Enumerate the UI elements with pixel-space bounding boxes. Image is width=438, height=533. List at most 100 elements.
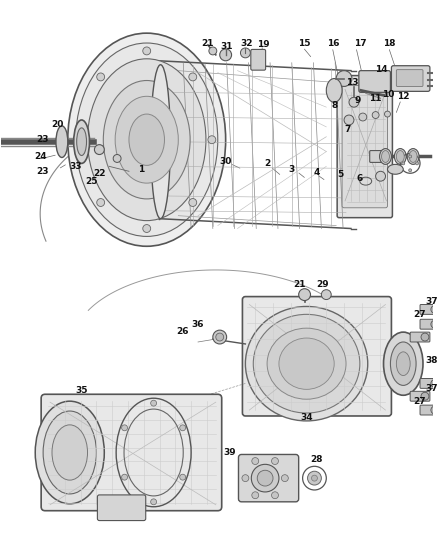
Circle shape [349, 98, 359, 107]
Text: 21: 21 [201, 38, 214, 47]
FancyBboxPatch shape [359, 71, 390, 92]
FancyBboxPatch shape [410, 391, 430, 401]
Text: 5: 5 [337, 169, 343, 179]
FancyBboxPatch shape [420, 378, 438, 389]
Circle shape [97, 73, 105, 81]
Text: 38: 38 [426, 356, 438, 365]
Ellipse shape [245, 306, 368, 421]
Text: 27: 27 [414, 397, 426, 406]
Text: 3: 3 [289, 165, 295, 174]
Ellipse shape [253, 314, 360, 413]
Ellipse shape [388, 164, 403, 174]
Text: 2: 2 [264, 159, 270, 168]
Text: 4: 4 [313, 168, 320, 177]
Text: 7: 7 [345, 125, 351, 134]
Text: 37: 37 [426, 297, 438, 306]
Circle shape [209, 47, 217, 55]
Text: 33: 33 [70, 162, 82, 171]
Text: 15: 15 [298, 38, 311, 47]
Ellipse shape [76, 43, 218, 237]
Circle shape [336, 71, 352, 86]
FancyBboxPatch shape [396, 70, 423, 86]
FancyBboxPatch shape [337, 76, 392, 217]
Ellipse shape [326, 78, 342, 102]
FancyBboxPatch shape [238, 455, 299, 502]
Text: 32: 32 [240, 38, 253, 47]
Ellipse shape [380, 149, 392, 164]
Ellipse shape [129, 114, 165, 165]
FancyBboxPatch shape [410, 332, 430, 342]
Text: 24: 24 [34, 152, 46, 161]
Circle shape [359, 113, 367, 121]
Ellipse shape [421, 333, 429, 341]
Ellipse shape [151, 64, 170, 219]
Text: 39: 39 [223, 448, 236, 457]
Circle shape [307, 471, 321, 485]
Circle shape [252, 458, 259, 464]
Text: 36: 36 [192, 320, 204, 329]
Circle shape [143, 47, 151, 55]
Ellipse shape [43, 411, 96, 494]
Text: 27: 27 [414, 310, 426, 319]
Circle shape [281, 475, 288, 482]
FancyBboxPatch shape [97, 495, 146, 521]
FancyBboxPatch shape [370, 150, 389, 163]
Ellipse shape [394, 149, 406, 164]
Ellipse shape [52, 425, 88, 480]
FancyBboxPatch shape [420, 304, 438, 314]
Ellipse shape [384, 332, 423, 395]
Text: 12: 12 [397, 92, 410, 101]
Ellipse shape [396, 352, 410, 376]
Circle shape [385, 111, 390, 117]
Ellipse shape [77, 128, 87, 156]
Ellipse shape [68, 33, 226, 246]
Text: 11: 11 [369, 94, 382, 103]
Circle shape [272, 458, 279, 464]
Circle shape [122, 425, 127, 431]
Circle shape [95, 144, 104, 155]
Text: 34: 34 [300, 414, 313, 423]
Ellipse shape [279, 338, 334, 389]
Circle shape [409, 169, 412, 172]
Circle shape [242, 475, 249, 482]
Text: 35: 35 [75, 386, 88, 395]
Ellipse shape [103, 80, 190, 199]
Text: 22: 22 [93, 169, 106, 178]
Text: 17: 17 [353, 38, 366, 47]
Ellipse shape [390, 342, 416, 385]
Text: 25: 25 [85, 176, 98, 185]
Circle shape [220, 49, 232, 61]
Ellipse shape [431, 305, 438, 313]
Circle shape [272, 492, 279, 499]
Circle shape [189, 73, 197, 81]
Ellipse shape [409, 150, 417, 163]
Text: 13: 13 [346, 78, 358, 87]
Ellipse shape [74, 120, 89, 164]
Circle shape [151, 499, 157, 505]
Circle shape [344, 115, 354, 125]
Ellipse shape [431, 406, 438, 414]
Text: 18: 18 [383, 38, 396, 47]
Ellipse shape [396, 150, 404, 163]
FancyBboxPatch shape [251, 50, 265, 70]
Text: 28: 28 [310, 455, 323, 464]
Text: 31: 31 [220, 43, 233, 52]
Ellipse shape [407, 149, 419, 164]
Circle shape [189, 199, 197, 206]
Text: 6: 6 [357, 174, 363, 183]
Ellipse shape [381, 150, 389, 163]
Ellipse shape [56, 126, 68, 157]
Circle shape [151, 400, 157, 406]
Circle shape [208, 136, 216, 144]
Circle shape [240, 48, 251, 58]
Ellipse shape [431, 320, 438, 328]
Circle shape [372, 111, 379, 118]
Ellipse shape [431, 379, 438, 387]
Ellipse shape [421, 392, 429, 400]
Text: 37: 37 [426, 384, 438, 393]
Circle shape [251, 464, 279, 492]
Ellipse shape [267, 328, 346, 399]
Text: 30: 30 [219, 157, 232, 166]
FancyBboxPatch shape [420, 405, 438, 415]
Ellipse shape [88, 59, 206, 221]
